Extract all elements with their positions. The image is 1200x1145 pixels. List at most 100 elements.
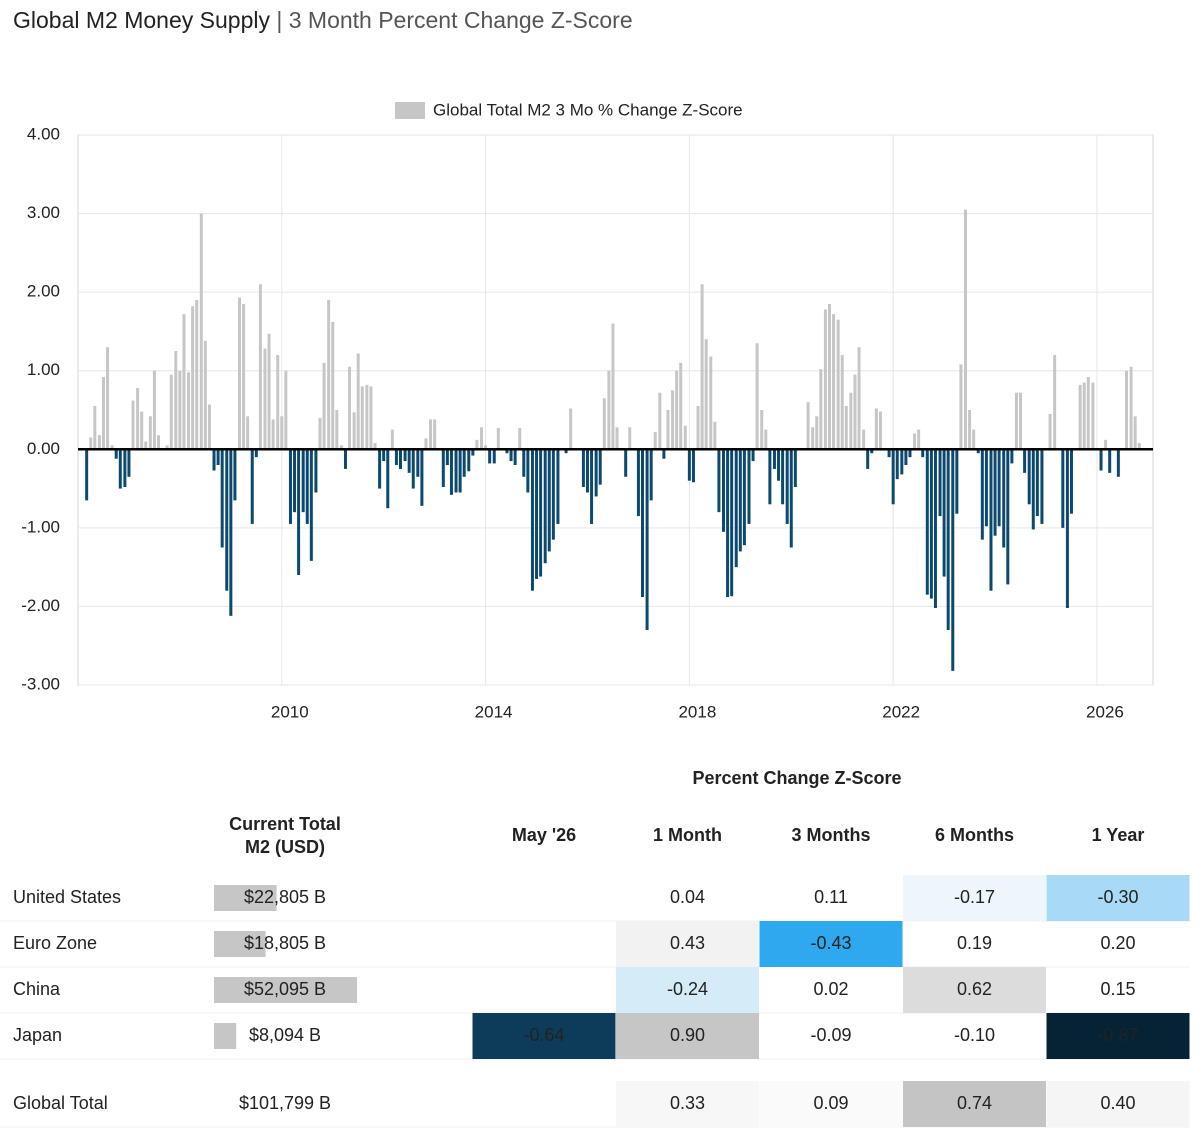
cell-bg — [903, 967, 1046, 1013]
bar — [691, 449, 695, 483]
bar — [671, 390, 675, 450]
bar — [127, 449, 131, 477]
bar — [522, 449, 526, 477]
bar — [611, 323, 615, 450]
bar — [789, 449, 793, 548]
bar — [152, 370, 156, 450]
bar — [505, 449, 509, 454]
cell-value: 0.33 — [670, 1093, 705, 1113]
bar — [717, 449, 721, 513]
bar — [636, 449, 640, 517]
bar — [900, 449, 904, 475]
bar — [862, 429, 866, 450]
column-header: 1 Month — [653, 825, 722, 845]
bar — [433, 419, 437, 450]
bar — [331, 322, 335, 450]
bar — [551, 449, 555, 540]
bar — [964, 209, 968, 450]
bar — [849, 392, 853, 450]
bar — [535, 449, 539, 579]
bar — [866, 449, 870, 469]
bar — [1129, 366, 1133, 450]
bar — [1010, 449, 1014, 464]
bar — [148, 416, 152, 450]
bar — [891, 449, 895, 505]
cell-value: 0.43 — [670, 933, 705, 953]
m2-value: $22,805 B — [244, 887, 326, 907]
bar — [874, 408, 878, 450]
bar — [836, 319, 840, 450]
bar — [267, 333, 271, 450]
y-tick-label: -2.00 — [21, 596, 60, 615]
cell-value: 0.20 — [1100, 933, 1135, 953]
bar — [203, 340, 207, 450]
bar — [679, 362, 683, 450]
bar — [1006, 449, 1010, 585]
bar — [938, 449, 942, 517]
bar — [309, 449, 313, 561]
m2-value: $8,094 B — [249, 1025, 321, 1045]
bar — [929, 449, 933, 599]
bar — [480, 427, 484, 450]
bar — [216, 449, 220, 465]
cell-bg — [472, 1013, 616, 1059]
bar — [441, 449, 445, 487]
bar — [318, 417, 322, 450]
bar — [271, 419, 275, 450]
cell-value: 0.11 — [814, 887, 848, 907]
row-name: China — [13, 979, 61, 999]
bar — [781, 449, 785, 505]
bar — [365, 384, 369, 450]
bar — [1108, 449, 1112, 473]
m2-bar — [214, 977, 357, 1003]
x-tick-label: 2022 — [882, 702, 920, 721]
bar — [254, 449, 258, 458]
bar — [1065, 449, 1069, 608]
cell-value: -0.87 — [1097, 1025, 1138, 1045]
bar — [895, 449, 899, 480]
m2-bar — [214, 931, 266, 957]
bar — [598, 449, 602, 485]
x-tick-label: 2018 — [678, 702, 716, 721]
row-name: Japan — [13, 1025, 62, 1045]
bar — [976, 449, 980, 454]
bar — [360, 386, 364, 450]
bar — [726, 449, 730, 597]
cell-value: 0.04 — [670, 887, 705, 907]
bar — [97, 435, 101, 450]
bar — [913, 433, 917, 450]
bar — [246, 416, 250, 450]
bar — [280, 416, 284, 450]
bar — [496, 428, 500, 450]
bar — [101, 377, 105, 450]
bar — [471, 449, 475, 456]
bar — [492, 449, 496, 464]
column-header: May '26 — [512, 825, 576, 845]
bar — [339, 445, 343, 450]
bar — [225, 449, 229, 591]
bar — [1035, 449, 1039, 517]
bar — [853, 374, 857, 450]
bar — [751, 449, 755, 462]
bar — [742, 449, 746, 546]
column-header: 3 Months — [792, 825, 871, 845]
bar — [607, 370, 611, 450]
bar — [1091, 382, 1095, 450]
bar — [722, 449, 726, 532]
bar — [420, 449, 424, 506]
row-name: United States — [13, 887, 121, 907]
bar — [403, 449, 407, 462]
y-tick-label: -1.00 — [21, 517, 60, 536]
bar — [768, 449, 772, 505]
bar — [1069, 449, 1073, 514]
bar — [590, 449, 594, 524]
bar — [925, 449, 929, 595]
bar — [653, 432, 657, 450]
bar — [169, 374, 173, 450]
y-tick-label: 3.00 — [27, 203, 60, 222]
bar — [1053, 355, 1057, 450]
bar — [212, 449, 216, 471]
bar — [462, 449, 466, 477]
bar — [666, 410, 670, 450]
bar — [165, 445, 169, 450]
